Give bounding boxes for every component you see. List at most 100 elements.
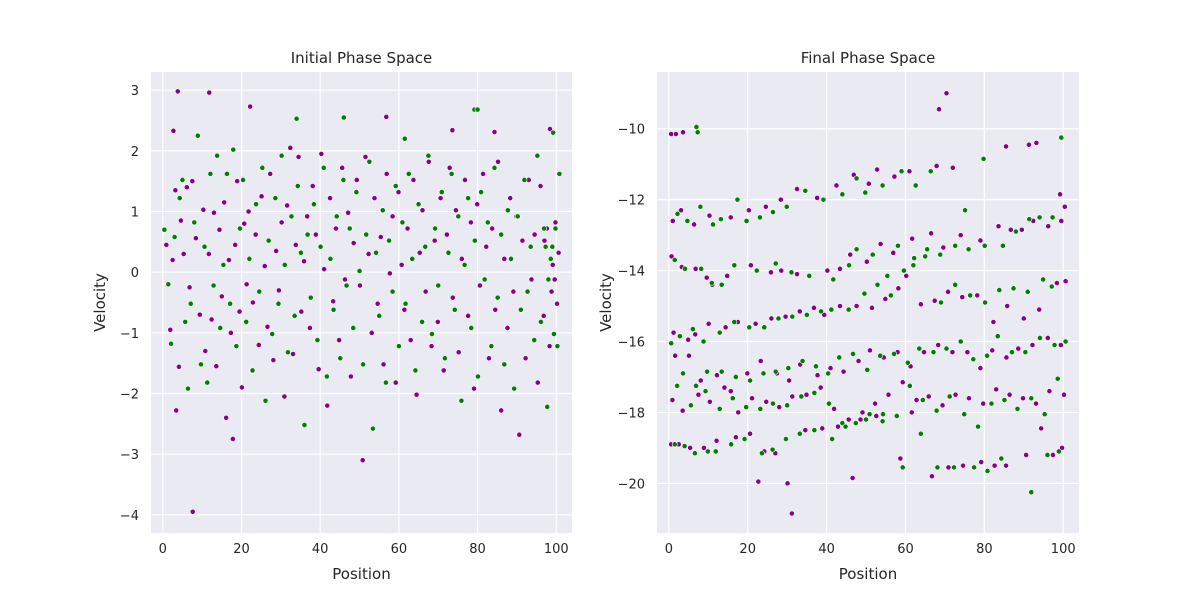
chart-title: Initial Phase Space	[291, 49, 433, 67]
scatter-point	[434, 319, 441, 325]
scatter-point	[376, 312, 383, 319]
scatter-point	[413, 391, 420, 398]
scatter-point	[668, 253, 675, 260]
scatter-point	[386, 237, 392, 244]
x-axis-label: Position	[332, 565, 390, 583]
x-tick-label: 100	[1051, 542, 1076, 557]
scatter-point	[945, 464, 952, 471]
scatter-point	[362, 154, 369, 160]
scatter-point	[438, 189, 445, 196]
scatter-point	[290, 351, 296, 357]
scatter-points	[161, 88, 563, 515]
scatter-point	[688, 402, 694, 409]
scatter-point	[270, 357, 277, 364]
scatter-point	[521, 177, 528, 183]
scatter-point	[320, 164, 327, 171]
scatter-point	[346, 225, 353, 232]
scatter-point	[1051, 342, 1058, 348]
chart-title: Final Phase Space	[801, 49, 936, 67]
scatter-point	[824, 267, 831, 274]
y-axis-label: Velocity	[91, 273, 109, 332]
scatter-point	[743, 404, 750, 411]
scatter-point	[180, 251, 187, 257]
scatter-point	[399, 219, 406, 226]
scatter-point	[541, 237, 548, 244]
scatter-point	[318, 150, 325, 157]
scatter-point	[925, 393, 932, 400]
scatter-point	[189, 508, 196, 515]
y-tick-label: −16	[618, 336, 645, 351]
scatter-point	[877, 241, 884, 247]
scatter-point	[904, 359, 911, 366]
scatter-point	[747, 262, 754, 269]
scatter-point	[1033, 140, 1040, 146]
scatter-point	[236, 308, 243, 315]
scatter-point	[842, 423, 849, 430]
scatter-point	[336, 337, 342, 344]
scatter-point	[230, 146, 237, 153]
scatter-point	[743, 218, 750, 224]
scatter-point	[836, 354, 843, 361]
scatter-point	[900, 267, 907, 274]
scatter-point	[451, 306, 458, 313]
scatter-point	[340, 114, 347, 121]
scatter-point	[788, 510, 795, 517]
scatter-point	[345, 209, 352, 216]
scatter-point	[492, 306, 499, 313]
scatter-point	[755, 478, 762, 485]
scatter-point	[172, 187, 179, 194]
scatter-point	[802, 427, 809, 434]
scatter-point	[943, 345, 950, 352]
scatter-point	[477, 282, 483, 289]
scatter-point	[1024, 288, 1031, 295]
scatter-point	[949, 349, 956, 356]
scatter-point	[962, 207, 968, 214]
scatter-point	[1014, 405, 1021, 412]
scatter-point	[541, 225, 547, 232]
scatter-point	[865, 180, 872, 187]
scatter-point	[1057, 191, 1063, 198]
scatter-point	[721, 384, 728, 391]
scatter-point	[971, 464, 977, 471]
scatter-point	[704, 448, 711, 455]
scatter-point	[991, 462, 998, 469]
scatter-point	[668, 340, 675, 347]
scatter-point	[449, 127, 456, 134]
scatter-point	[1028, 489, 1035, 496]
scatter-point	[671, 257, 678, 263]
scatter-point	[717, 216, 724, 223]
scatter-point	[703, 274, 710, 281]
scatter-point	[770, 400, 776, 407]
scatter-point	[389, 213, 396, 220]
scatter-point	[731, 262, 738, 269]
scatter-point	[995, 223, 1002, 230]
scatter-point	[1038, 425, 1045, 432]
scatter-point	[537, 183, 544, 189]
scatter-point	[250, 299, 256, 306]
x-tick-label: 60	[391, 542, 408, 557]
scatter-point	[879, 182, 886, 189]
scatter-point	[1046, 388, 1053, 395]
scatter-point	[370, 425, 376, 432]
scatter-point	[1054, 375, 1061, 382]
scatter-point	[504, 207, 511, 214]
scatter-point	[691, 450, 698, 457]
scatter-point	[480, 171, 486, 177]
scatter-point	[819, 425, 826, 432]
scatter-point	[527, 243, 534, 250]
scatter-point	[945, 288, 951, 295]
scatter-point	[999, 242, 1006, 249]
scatter-point	[784, 402, 791, 409]
scatter-point	[1020, 315, 1027, 322]
scatter-point	[200, 206, 207, 213]
scatter-point	[960, 462, 966, 469]
scatter-point	[1054, 280, 1060, 286]
scatter-point	[967, 292, 974, 299]
scatter-point	[285, 349, 291, 356]
scatter-point	[746, 324, 753, 331]
scatter-point	[784, 480, 791, 487]
scatter-point	[273, 248, 280, 254]
scatter-point	[551, 331, 557, 337]
scatter-point	[877, 352, 884, 359]
scatter-point	[906, 168, 913, 175]
